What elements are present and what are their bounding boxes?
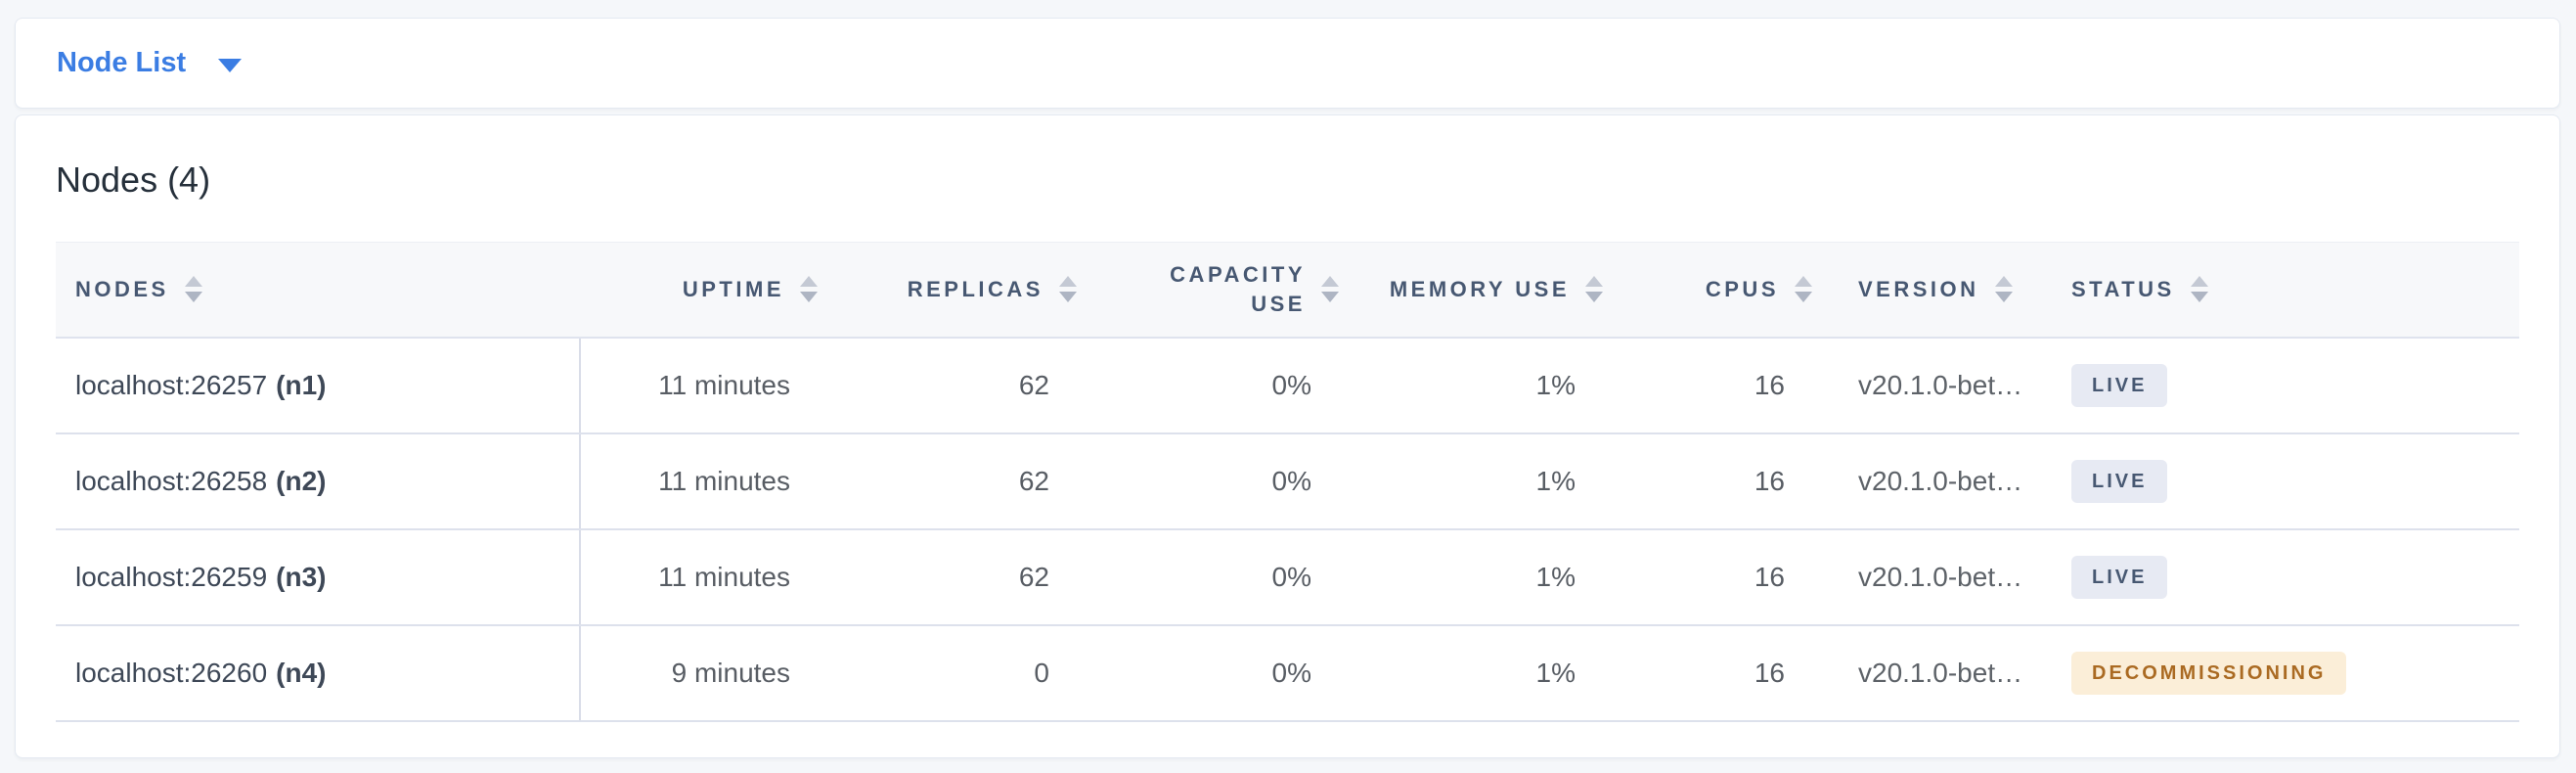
view-selector-bar: Node List — [15, 18, 2560, 109]
table-row[interactable]: localhost:26259 (n3) 11 minutes 62 0% 1% … — [56, 528, 2519, 626]
status-badge: LIVE — [2071, 363, 2168, 407]
column-header-uptime[interactable]: UPTIME — [580, 242, 820, 339]
status-cell: LIVE — [2045, 432, 2519, 530]
version-cell: v20.1.0-bet… — [1814, 337, 2045, 434]
table-row[interactable]: localhost:26260 (n4) 9 minutes 0 0% 1% 16… — [56, 624, 2519, 722]
node-address: localhost:26260 — [75, 657, 268, 688]
node-address-cell: localhost:26259 (n3) — [56, 528, 581, 626]
node-address: localhost:26257 — [75, 369, 268, 400]
column-label: CPUS — [1705, 276, 1779, 301]
uptime-cell: 9 minutes — [580, 624, 820, 722]
nodes-table-header: NODES UPTIME REPLICAS CAPACITY USE MEMORY US… — [56, 242, 2519, 339]
status-cell: LIVE — [2045, 337, 2519, 434]
node-address-cell: localhost:26258 (n2) — [56, 432, 581, 530]
uptime-cell: 11 minutes — [580, 528, 820, 626]
cpus-cell: 16 — [1605, 432, 1814, 530]
nodes-panel: Nodes (4) NODES UPTIME REPLICAS CAPACITY US… — [15, 114, 2560, 758]
nodes-count-title: Nodes (4) — [56, 159, 211, 200]
status-badge: LIVE — [2071, 555, 2168, 599]
node-address: localhost:26259 — [75, 561, 268, 592]
cpus-cell: 16 — [1605, 528, 1814, 626]
table-row[interactable]: localhost:26258 (n2) 11 minutes 62 0% 1% … — [56, 432, 2519, 530]
uptime-cell: 11 minutes — [580, 337, 820, 434]
column-label: UPTIME — [682, 276, 784, 301]
column-header-cpus[interactable]: CPUS — [1605, 242, 1814, 339]
sort-icon — [1321, 276, 1339, 303]
replicas-cell: 62 — [820, 528, 1079, 626]
header-row: NODES UPTIME REPLICAS CAPACITY USE MEMORY US… — [56, 242, 2519, 339]
status-cell: LIVE — [2045, 528, 2519, 626]
column-header-memory_use[interactable]: MEMORY USE — [1341, 242, 1605, 339]
caret-down-icon — [218, 59, 243, 72]
sort-icon — [1795, 276, 1812, 303]
capacity-use-cell: 0% — [1079, 337, 1341, 434]
column-header-nodes[interactable]: NODES — [56, 242, 580, 339]
replicas-cell: 0 — [820, 624, 1079, 722]
table-row[interactable]: localhost:26257 (n1) 11 minutes 62 0% 1% … — [56, 337, 2519, 434]
cpus-cell: 16 — [1605, 624, 1814, 722]
column-label: REPLICAS — [907, 276, 1044, 301]
node-address-cell: localhost:26260 (n4) — [56, 624, 581, 722]
capacity-use-cell: 0% — [1079, 624, 1341, 722]
node-list-dropdown[interactable]: Node List — [57, 47, 243, 78]
memory-use-cell: 1% — [1341, 528, 1605, 626]
column-label: NODES — [75, 276, 169, 301]
sort-icon — [184, 276, 202, 303]
node-address: localhost:26258 — [75, 465, 268, 496]
capacity-use-cell: 0% — [1079, 432, 1341, 530]
status-badge: LIVE — [2071, 459, 2168, 503]
nodes-table-body: localhost:26257 (n1) 11 minutes 62 0% 1% … — [56, 337, 2519, 722]
nodes-table: NODES UPTIME REPLICAS CAPACITY USE MEMORY US… — [56, 242, 2519, 722]
sort-icon — [1585, 276, 1603, 303]
memory-use-cell: 1% — [1341, 432, 1605, 530]
column-label: MEMORY USE — [1389, 276, 1570, 301]
node-list-dropdown-label: Node List — [57, 47, 187, 78]
sort-icon — [1059, 276, 1077, 303]
node-id: (n4) — [276, 657, 327, 688]
column-header-version[interactable]: VERSION — [1814, 242, 2045, 339]
status-badge: DECOMMISSIONING — [2071, 651, 2347, 695]
column-label: VERSION — [1858, 276, 1979, 301]
version-cell: v20.1.0-bet… — [1814, 624, 2045, 722]
memory-use-cell: 1% — [1341, 337, 1605, 434]
replicas-cell: 62 — [820, 337, 1079, 434]
column-header-replicas[interactable]: REPLICAS — [820, 242, 1079, 339]
sort-icon — [2190, 276, 2208, 303]
node-id: (n1) — [276, 369, 327, 400]
uptime-cell: 11 minutes — [580, 432, 820, 530]
capacity-use-cell: 0% — [1079, 528, 1341, 626]
column-label: STATUS — [2071, 276, 2175, 301]
node-id: (n3) — [276, 561, 327, 592]
status-cell: DECOMMISSIONING — [2045, 624, 2519, 722]
sort-icon — [800, 276, 818, 303]
cpus-cell: 16 — [1605, 337, 1814, 434]
column-label: CAPACITY USE — [1170, 261, 1306, 316]
replicas-cell: 62 — [820, 432, 1079, 530]
memory-use-cell: 1% — [1341, 624, 1605, 722]
node-address-cell: localhost:26257 (n1) — [56, 337, 581, 434]
version-cell: v20.1.0-bet… — [1814, 528, 2045, 626]
node-id: (n2) — [276, 465, 327, 496]
sort-icon — [1994, 276, 2013, 303]
version-cell: v20.1.0-bet… — [1814, 432, 2045, 530]
column-header-status[interactable]: STATUS — [2045, 242, 2519, 339]
column-header-capacity_use[interactable]: CAPACITY USE — [1079, 242, 1341, 339]
